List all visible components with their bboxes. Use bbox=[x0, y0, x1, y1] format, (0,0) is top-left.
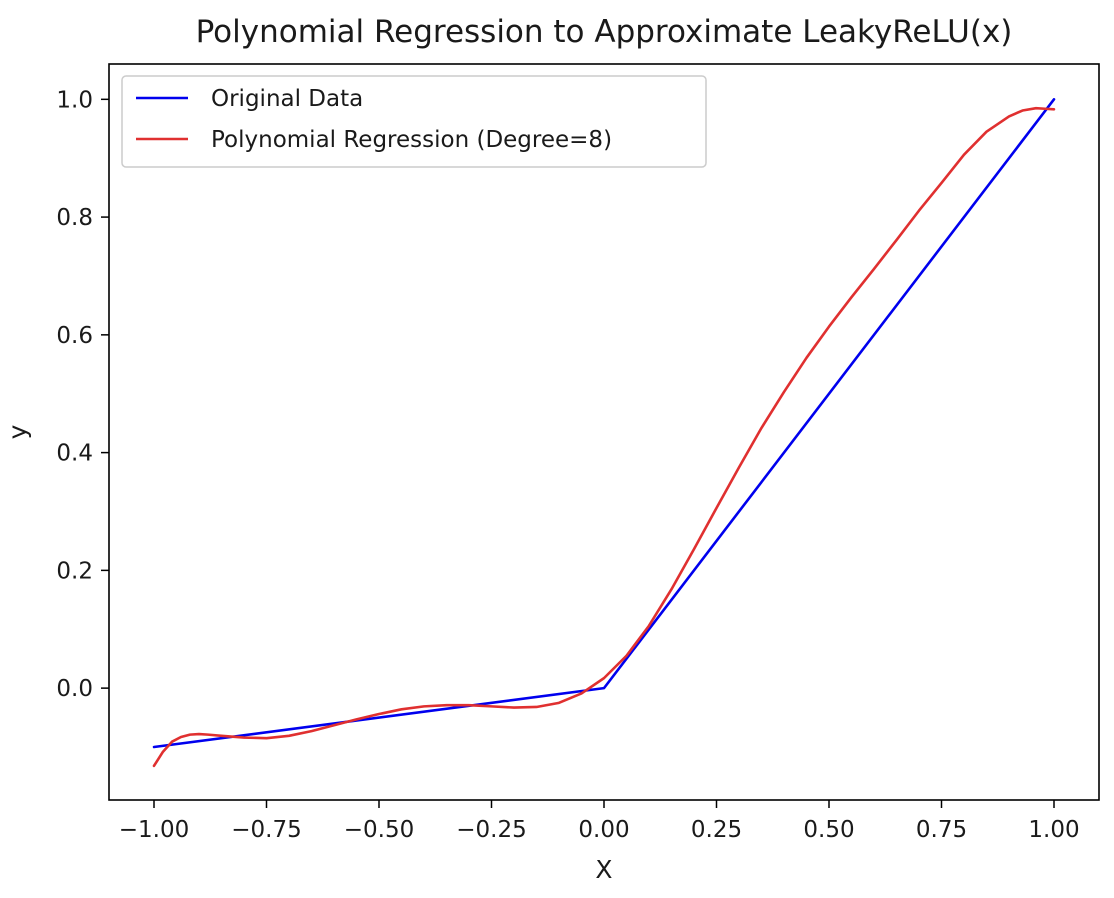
x-tick-label: 0.25 bbox=[691, 817, 742, 843]
x-tick-label: 0.75 bbox=[916, 817, 967, 843]
x-tick-label: −1.00 bbox=[119, 817, 189, 843]
legend-box bbox=[121, 75, 707, 168]
y-tick-label: 1.0 bbox=[56, 87, 93, 113]
plot-area bbox=[152, 98, 1056, 768]
x-tick-label: −0.75 bbox=[231, 817, 301, 843]
x-axis-label: X bbox=[595, 855, 612, 884]
legend-label-polynomial-regression: Polynomial Regression (Degree=8) bbox=[211, 127, 612, 153]
x-tick-label: 0.00 bbox=[578, 817, 629, 843]
legend: Original Data Polynomial Regression (Deg… bbox=[121, 75, 707, 168]
y-tick-label: 0.6 bbox=[56, 323, 93, 349]
x-tick-label: −0.50 bbox=[344, 817, 414, 843]
x-tick-label: 0.50 bbox=[803, 817, 854, 843]
y-tick-label: 0.8 bbox=[56, 205, 93, 231]
y-axis: 0.0 0.2 0.4 0.6 0.8 1.0 bbox=[56, 87, 109, 702]
y-tick-label: 0.2 bbox=[56, 558, 93, 584]
x-axis: −1.00 −0.75 −0.50 −0.25 0.00 0.25 0.50 0.75 1.00 bbox=[119, 800, 1080, 843]
y-tick-label: 0.4 bbox=[56, 441, 93, 467]
legend-label-original-data: Original Data bbox=[211, 86, 363, 112]
series-line-0 bbox=[152, 98, 1056, 749]
x-tick-label: −0.25 bbox=[456, 817, 526, 843]
plot-frame bbox=[108, 63, 1100, 801]
x-tick-label: 1.00 bbox=[1028, 817, 1079, 843]
y-axis-label: y bbox=[3, 424, 32, 439]
y-tick-label: 0.0 bbox=[56, 676, 93, 702]
series-line-1 bbox=[152, 106, 1056, 768]
series-layer bbox=[152, 98, 1056, 768]
chart-title: Polynomial Regression to Approximate Lea… bbox=[196, 14, 1013, 50]
